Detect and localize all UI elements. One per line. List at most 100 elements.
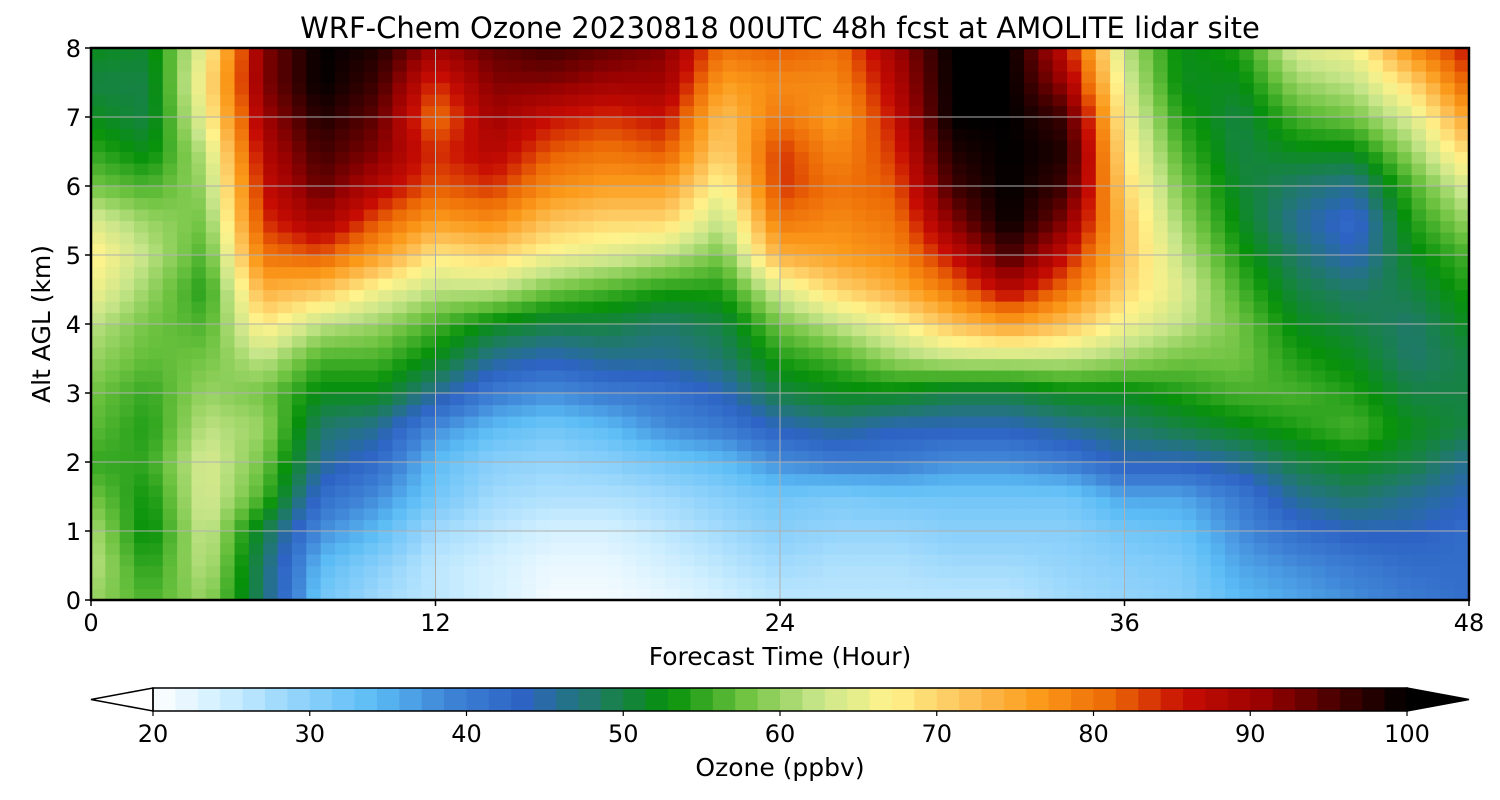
heatmap-cell <box>492 163 508 176</box>
heatmap-cell <box>909 243 925 256</box>
heatmap-cell <box>880 174 896 187</box>
heatmap-cell <box>1325 289 1341 302</box>
heatmap-cell <box>1124 151 1140 164</box>
heatmap-cell <box>535 266 551 279</box>
heatmap-cell <box>851 289 867 302</box>
heatmap-cell <box>1038 588 1054 601</box>
heatmap-cell <box>234 243 250 256</box>
heatmap-cell <box>579 381 594 394</box>
heatmap-cell <box>421 462 437 475</box>
heatmap-cell <box>837 416 853 429</box>
heatmap-cell <box>464 105 480 118</box>
heatmap-cell <box>923 94 939 107</box>
heatmap-cell <box>550 450 566 463</box>
heatmap-cell <box>693 588 709 601</box>
heatmap-cell <box>765 186 781 199</box>
colorbar-swatch <box>1138 688 1162 711</box>
heatmap-cell <box>291 347 307 360</box>
heatmap-cell <box>177 565 193 578</box>
heatmap-cell <box>1124 370 1140 383</box>
heatmap-cell <box>220 462 236 475</box>
heatmap-cell <box>923 473 939 486</box>
heatmap-cell <box>1196 462 1212 475</box>
heatmap-cell <box>665 542 681 555</box>
heatmap-cell <box>464 266 480 279</box>
heatmap-cell <box>722 151 738 164</box>
heatmap-cell <box>507 174 523 187</box>
colorbar-swatch <box>757 688 781 711</box>
colorbar-swatch <box>981 688 1005 711</box>
heatmap-cell <box>335 163 350 176</box>
heatmap-cell <box>622 531 638 544</box>
heatmap-cell <box>1354 347 1370 360</box>
heatmap-cell <box>1454 496 1470 509</box>
heatmap-cell <box>1368 588 1384 601</box>
heatmap-cell <box>177 105 193 118</box>
heatmap-cell <box>177 370 193 383</box>
heatmap-cell <box>1138 450 1154 463</box>
heatmap-cell <box>1167 542 1183 555</box>
heatmap-cell <box>1239 416 1255 429</box>
heatmap-cell <box>866 82 882 95</box>
heatmap-cell <box>1411 324 1427 337</box>
heatmap-cell <box>995 588 1011 601</box>
heatmap-cell <box>1354 554 1370 567</box>
heatmap-cell <box>1167 312 1183 325</box>
heatmap-cell <box>1411 577 1427 590</box>
heatmap-cell <box>1009 266 1025 279</box>
heatmap-cell <box>1138 519 1154 532</box>
heatmap-cell <box>837 94 853 107</box>
heatmap-cell <box>966 531 982 544</box>
heatmap-cell <box>119 565 135 578</box>
heatmap-cell <box>205 473 221 486</box>
heatmap-cell <box>1052 531 1068 544</box>
heatmap-cell <box>1052 163 1068 176</box>
heatmap-cell <box>1024 312 1039 325</box>
heatmap-cell <box>1153 462 1169 475</box>
heatmap-cell <box>306 232 322 245</box>
heatmap-cell <box>1138 220 1154 233</box>
heatmap-cell <box>1382 209 1398 222</box>
heatmap-cell <box>894 301 910 314</box>
heatmap-cell <box>880 588 896 601</box>
colorbar-swatch <box>623 688 647 711</box>
heatmap-cell <box>794 577 810 590</box>
heatmap-cell <box>1382 220 1398 233</box>
heatmap-cell <box>808 404 824 417</box>
heatmap-cell <box>1081 588 1097 601</box>
heatmap-cell <box>693 565 709 578</box>
heatmap-cell <box>593 554 609 567</box>
heatmap-cell <box>220 416 236 429</box>
heatmap-cell <box>794 174 810 187</box>
heatmap-cell <box>622 370 638 383</box>
heatmap-cell <box>665 209 681 222</box>
heatmap-cell <box>1038 140 1054 153</box>
heatmap-cell <box>866 105 882 118</box>
heatmap-cell <box>550 82 566 95</box>
heatmap-cell <box>593 312 609 325</box>
heatmap-cell <box>894 312 910 325</box>
heatmap-cell <box>679 381 695 394</box>
heatmap-cell <box>1354 473 1370 486</box>
heatmap-cell <box>507 485 523 498</box>
heatmap-cell <box>1224 128 1240 141</box>
heatmap-cell <box>1009 508 1025 521</box>
heatmap-cell <box>622 301 638 314</box>
heatmap-cell <box>1210 542 1226 555</box>
heatmap-cell <box>363 588 379 601</box>
heatmap-cell <box>966 370 982 383</box>
heatmap-cell <box>866 577 882 590</box>
heatmap-cell <box>1239 473 1255 486</box>
heatmap-cell <box>177 289 193 302</box>
heatmap-cell <box>808 312 824 325</box>
heatmap-cell <box>1282 266 1298 279</box>
heatmap-cell <box>1067 519 1083 532</box>
heatmap-cell <box>335 82 350 95</box>
heatmap-cell <box>980 404 996 417</box>
heatmap-cell <box>1253 140 1269 153</box>
heatmap-cell <box>91 554 106 567</box>
heatmap-cell <box>751 312 767 325</box>
heatmap-cell <box>378 278 394 291</box>
heatmap-cell <box>1052 151 1068 164</box>
heatmap-cell <box>607 393 623 406</box>
